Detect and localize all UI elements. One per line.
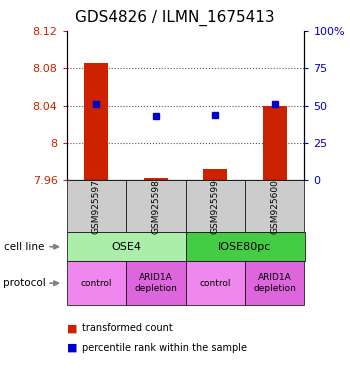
Text: GSM925597: GSM925597 (92, 179, 101, 234)
Text: control: control (80, 279, 112, 288)
Text: ■: ■ (66, 323, 77, 333)
Text: ARID1A
depletion: ARID1A depletion (134, 273, 177, 293)
Text: transformed count: transformed count (82, 323, 173, 333)
Text: ■: ■ (66, 343, 77, 353)
Text: IOSE80pc: IOSE80pc (218, 242, 272, 252)
Text: protocol: protocol (4, 278, 46, 288)
Text: ARID1A
depletion: ARID1A depletion (253, 273, 296, 293)
Bar (144, 178, 168, 180)
Text: percentile rank within the sample: percentile rank within the sample (82, 343, 247, 353)
Bar (203, 169, 227, 180)
Bar (263, 106, 287, 180)
Bar (84, 63, 108, 180)
Text: GDS4826 / ILMN_1675413: GDS4826 / ILMN_1675413 (75, 10, 275, 26)
Text: GSM925599: GSM925599 (211, 179, 220, 234)
Text: cell line: cell line (4, 242, 44, 252)
Text: control: control (199, 279, 231, 288)
Text: GSM925598: GSM925598 (151, 179, 160, 234)
Text: GSM925600: GSM925600 (270, 179, 279, 234)
Text: OSE4: OSE4 (111, 242, 141, 252)
